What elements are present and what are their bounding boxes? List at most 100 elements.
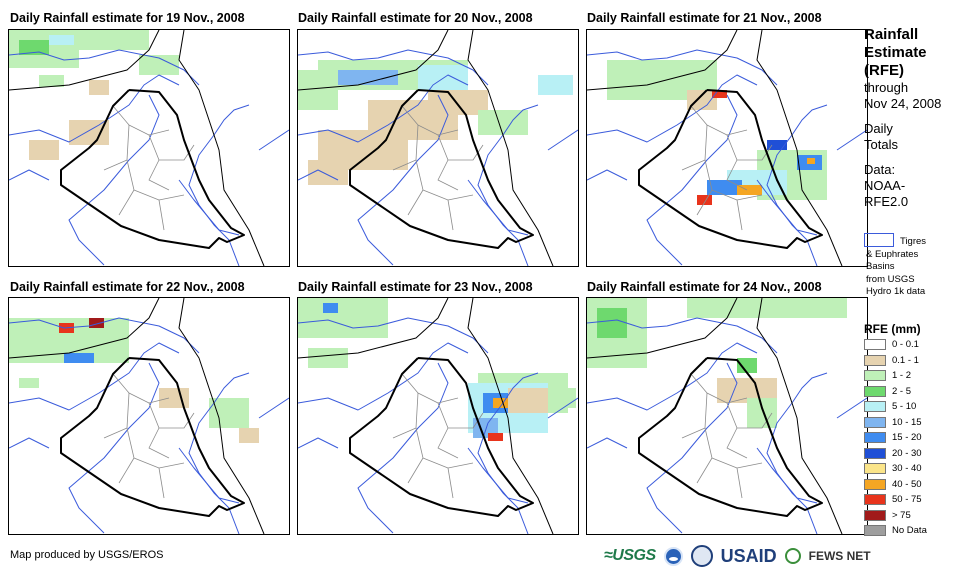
- river-line: [357, 362, 449, 534]
- legend-item: 2 - 5: [864, 384, 927, 400]
- agency-logos: ≈USGS USAID FEWS NET: [604, 543, 871, 569]
- admin-boundary: [392, 159, 417, 171]
- river-line: [9, 74, 180, 143]
- basin-line: Tigres: [900, 236, 927, 247]
- rainfall-patch: [548, 388, 576, 408]
- legend-label: No Data: [892, 525, 927, 537]
- usaid-logo: USAID: [720, 545, 777, 566]
- title-line: Rainfall: [864, 26, 919, 43]
- legend-item: 30 - 40: [864, 461, 927, 477]
- map-main-title: Rainfall Estimate (RFE): [864, 26, 964, 80]
- map-panel-20nov: [297, 29, 579, 267]
- legend-swatch: [864, 416, 886, 428]
- river-line: [298, 74, 469, 143]
- river-line: [258, 397, 289, 419]
- river-line: [587, 317, 778, 354]
- basin-legend-swatch: [864, 233, 894, 247]
- iraq-rainfall-map: [9, 298, 289, 534]
- rainfall-patch: [807, 158, 815, 164]
- river-line: [467, 447, 529, 504]
- rainfall-patch: [19, 40, 49, 55]
- admin-boundary: [148, 402, 170, 459]
- country-border: [178, 30, 265, 266]
- admin-boundary: [103, 427, 128, 439]
- legend-item: 40 - 50: [864, 477, 927, 493]
- admin-boundary: [118, 189, 135, 216]
- admin-boundary: [448, 144, 484, 161]
- country-border: [756, 298, 843, 534]
- map-panel-24nov: [586, 297, 868, 535]
- river-line: [68, 362, 160, 534]
- country-border: [9, 298, 160, 359]
- iraq-rainfall-map: [587, 298, 867, 534]
- country-border: [756, 30, 843, 266]
- rainfall-patch: [308, 160, 348, 185]
- rainfall-patch: [597, 308, 627, 338]
- iraq-border: [349, 89, 534, 249]
- admin-boundary: [447, 467, 454, 499]
- river-line: [836, 129, 867, 151]
- legend-swatch: [864, 478, 886, 490]
- legend-label: 40 - 50: [892, 478, 922, 490]
- legend-swatch: [864, 339, 886, 351]
- title-line: Estimate: [864, 44, 927, 61]
- rainfall-patch: [64, 353, 94, 363]
- river-line: [9, 317, 200, 354]
- legend-swatch: [864, 494, 886, 506]
- iraq-rainfall-map: [298, 298, 578, 534]
- admin-boundary: [736, 467, 743, 499]
- legend-swatch: [864, 432, 886, 444]
- river-line: [836, 397, 867, 419]
- rainfall-patch: [737, 358, 757, 373]
- admin-boundary: [158, 199, 165, 231]
- rainfall-patch: [49, 35, 74, 45]
- admin-boundary: [148, 134, 170, 191]
- river-line: [756, 179, 818, 236]
- legend-item: No Data: [864, 523, 927, 539]
- admin-boundary: [696, 189, 713, 216]
- end-date-label: Nov 24, 2008: [864, 96, 942, 111]
- panel-title-24nov: Daily Rainfall estimate for 24 Nov., 200…: [587, 280, 822, 294]
- iraq-rainfall-map: [298, 30, 578, 266]
- admin-boundary: [696, 457, 713, 484]
- data-source-label: Data: NOAA- RFE2.0: [864, 162, 964, 210]
- legend-item: 15 - 20: [864, 430, 927, 446]
- legend-swatch: [864, 463, 886, 475]
- legend-swatch: [864, 385, 886, 397]
- admin-boundary: [158, 467, 165, 499]
- data-source-line: Data:: [864, 162, 896, 177]
- river-line: [298, 437, 339, 449]
- panel-title-21nov: Daily Rainfall estimate for 21 Nov., 200…: [587, 11, 822, 25]
- iraq-border: [349, 357, 534, 517]
- legend-title: RFE (mm): [864, 322, 921, 336]
- globe-icon: [784, 548, 801, 564]
- river-line: [587, 49, 778, 86]
- admin-boundary: [126, 124, 185, 201]
- admin-boundary: [407, 189, 424, 216]
- rainfall-patch: [338, 70, 398, 85]
- admin-boundary: [737, 412, 773, 429]
- totals-line: Daily: [864, 121, 893, 136]
- basin-line: Hydro 1k data: [866, 286, 926, 297]
- map-panel-22nov: [8, 297, 290, 535]
- rfe-legend: 0 - 0.1 0.1 - 1 1 - 2 2 - 5 5 - 10 10 - 15 15 …: [864, 337, 927, 539]
- rainfall-patch: [89, 318, 104, 328]
- map-info-sidebar: Rainfall Estimate (RFE) through Nov 24, …: [864, 26, 964, 210]
- legend-label: 15 - 20: [892, 432, 922, 444]
- rainfall-patch: [712, 90, 727, 98]
- river-line: [547, 397, 578, 419]
- rainfall-patch: [478, 110, 528, 135]
- river-line: [9, 169, 50, 181]
- river-line: [298, 49, 489, 86]
- country-border: [467, 30, 554, 266]
- admin-boundary: [437, 402, 459, 459]
- title-line: (RFE): [864, 62, 904, 79]
- iraq-border: [60, 89, 245, 249]
- river-line: [587, 169, 628, 181]
- admin-boundary: [437, 134, 459, 191]
- rainfall-patch: [139, 55, 179, 75]
- river-line: [646, 362, 738, 534]
- legend-label: 0.1 - 1: [892, 354, 919, 366]
- river-line: [756, 447, 818, 504]
- river-line: [587, 437, 628, 449]
